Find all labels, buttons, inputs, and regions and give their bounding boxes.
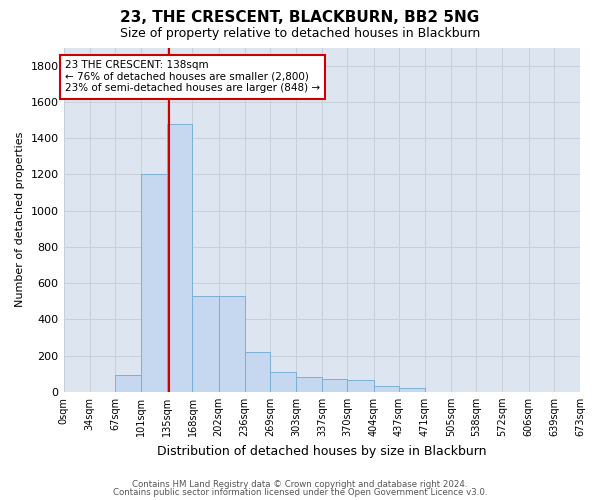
Text: Contains public sector information licensed under the Open Government Licence v3: Contains public sector information licen… — [113, 488, 487, 497]
Bar — [167, 124, 193, 392]
Bar — [193, 296, 218, 392]
X-axis label: Distribution of detached houses by size in Blackburn: Distribution of detached houses by size … — [157, 444, 487, 458]
Bar — [347, 380, 374, 392]
Bar — [270, 372, 296, 392]
Bar — [322, 379, 347, 392]
Text: Size of property relative to detached houses in Blackburn: Size of property relative to detached ho… — [120, 28, 480, 40]
Y-axis label: Number of detached properties: Number of detached properties — [15, 132, 25, 308]
Bar — [115, 376, 141, 392]
Bar — [141, 174, 167, 392]
Text: Contains HM Land Registry data © Crown copyright and database right 2024.: Contains HM Land Registry data © Crown c… — [132, 480, 468, 489]
Bar — [399, 388, 425, 392]
Bar — [296, 378, 322, 392]
Bar — [374, 386, 399, 392]
Bar — [245, 352, 270, 392]
Bar — [218, 296, 245, 392]
Text: 23, THE CRESCENT, BLACKBURN, BB2 5NG: 23, THE CRESCENT, BLACKBURN, BB2 5NG — [121, 10, 479, 25]
Text: 23 THE CRESCENT: 138sqm
← 76% of detached houses are smaller (2,800)
23% of semi: 23 THE CRESCENT: 138sqm ← 76% of detache… — [65, 60, 320, 94]
